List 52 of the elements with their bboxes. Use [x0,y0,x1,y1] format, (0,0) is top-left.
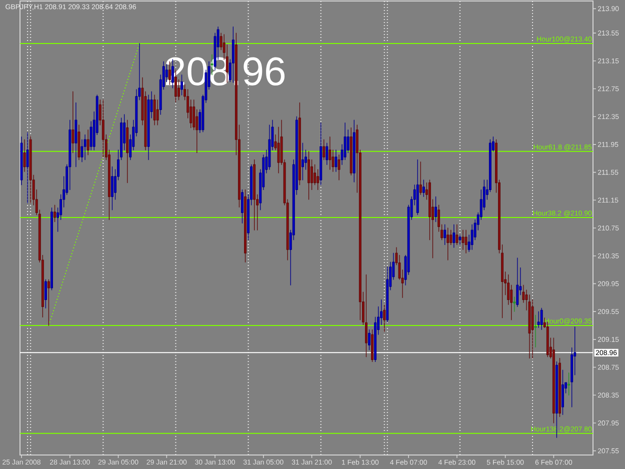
candlestick [84,134,86,160]
candlestick [464,230,468,254]
candlestick [422,180,425,198]
candlestick [44,279,47,308]
candlestick [419,162,422,195]
candlestick [458,234,462,246]
candlestick [444,224,446,246]
candlestick [446,228,450,260]
candlestick [241,189,244,224]
candlestick [416,159,419,216]
candlestick [350,127,352,176]
candlestick [383,304,386,332]
candlestick [298,102,301,186]
candlestick [462,230,464,250]
candlestick [29,136,32,204]
candlestick [516,258,519,308]
candlestick [334,150,338,172]
candlestick [352,120,356,182]
candlestick [308,151,310,200]
candlestick [78,124,80,160]
candlestick [368,329,370,350]
candlestick [322,139,326,160]
candlestick [74,102,78,168]
candlestick [110,166,114,210]
candlestick [338,154,340,180]
candlestick [153,94,156,126]
candlestick [558,358,561,418]
candlestick [50,207,53,290]
candlestick [244,189,247,262]
candlestick [562,370,564,415]
candlestick [456,224,458,246]
candlestick [534,314,537,348]
candlestick [452,224,456,248]
candlestick [537,311,540,328]
candlestick [434,196,438,222]
candlestick [23,139,26,172]
candlestick [26,132,29,204]
candlestick [253,159,256,230]
candlestick [72,91,74,154]
candlestick [513,296,516,312]
candlestick [102,100,104,158]
candlestick [20,136,23,186]
candlestick [326,142,328,165]
candlestick [147,94,150,160]
candlestick [552,338,555,424]
candlestick [328,136,332,170]
candlestick [371,329,374,362]
candlestick [54,204,56,222]
candlestick [540,308,543,330]
candlestick [320,122,322,186]
candlestick [126,120,129,184]
candlestick [86,129,90,156]
